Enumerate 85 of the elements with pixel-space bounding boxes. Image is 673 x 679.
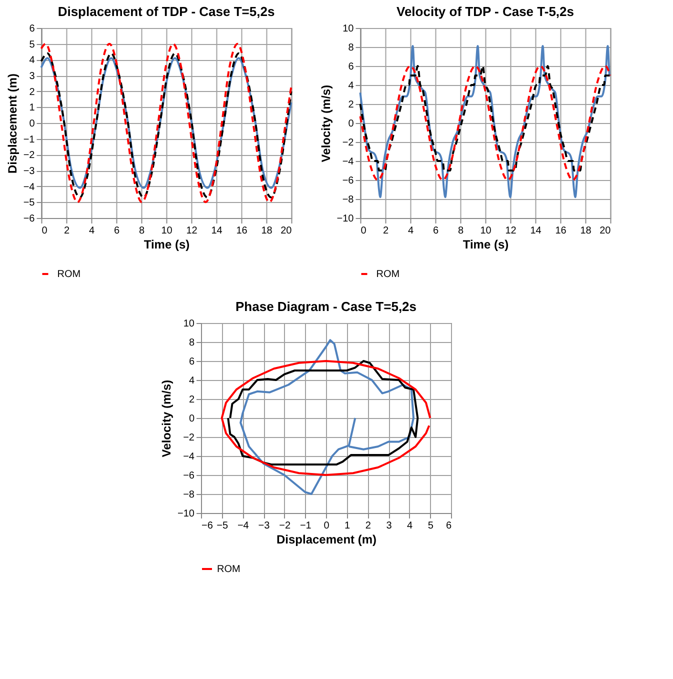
line-series: [359, 45, 612, 198]
x-tick-label: 10: [161, 226, 173, 236]
y-tick-label: 6: [188, 356, 195, 368]
x-tick-label: 4: [408, 226, 414, 236]
x-tick-label: 8: [458, 226, 464, 236]
x-tick-label: 0: [42, 226, 48, 236]
y-tick-label: −4: [183, 452, 195, 462]
y-tick-label: −8: [183, 490, 195, 500]
x-tick-label: 4: [407, 520, 414, 532]
y-tick-label: 2: [188, 394, 195, 406]
y-tick-label: −10: [336, 214, 354, 224]
y-tick-label: −3: [23, 166, 36, 177]
y-tick-label: 10: [183, 318, 195, 330]
legend-label: ROM: [217, 564, 240, 575]
y-tick-label: 0: [188, 414, 195, 424]
y-tick-label: 4: [29, 55, 36, 66]
x-tick-label: 20: [280, 226, 292, 236]
x-tick-label: 16: [236, 226, 248, 236]
x-tick-label: −4: [237, 520, 250, 532]
x-tick-label: 6: [114, 226, 120, 236]
y-tick-label: −10: [178, 508, 195, 520]
y-tick-label: 6: [348, 62, 354, 72]
x-axis-title: Time (s): [462, 238, 509, 252]
y-tick-label: −6: [342, 176, 354, 186]
y-tick-label: 10: [342, 24, 354, 34]
x-axis-title: Displacement (m): [276, 532, 377, 546]
y-tick-label: 2: [348, 100, 354, 110]
y-tick-label: 5: [29, 39, 36, 50]
x-axis-title: Time (s): [144, 238, 190, 252]
x-tick-label: −2: [279, 520, 291, 532]
y-tick-label: −2: [183, 432, 195, 444]
x-tick-label: 2: [382, 226, 389, 236]
chart-title: Phase Diagram - Case T=5,2s: [235, 299, 417, 314]
x-tick-label: 14: [211, 226, 223, 236]
y-tick-label: −6: [183, 470, 195, 482]
y-tick-label: −2: [23, 150, 36, 162]
x-tick-label: 0: [324, 520, 330, 532]
x-tick-label: 12: [505, 226, 517, 236]
x-tick-label: −6: [202, 520, 214, 532]
y-tick-label: 4: [348, 80, 354, 92]
x-tick-label: 12: [186, 226, 198, 236]
x-tick-label: 0: [360, 226, 367, 236]
x-tick-label: 18: [580, 226, 592, 236]
x-tick-label: −1: [300, 520, 312, 532]
y-tick-label: −2: [342, 138, 354, 148]
x-tick-label: 8: [138, 226, 145, 236]
x-tick-label: 16: [555, 226, 567, 236]
x-tick-label: 18: [261, 226, 273, 236]
y-tick-label: −1: [23, 134, 36, 146]
line-series: [240, 339, 414, 495]
x-tick-label: −5: [216, 520, 228, 532]
y-tick-label: 3: [29, 71, 36, 82]
y-tick-label: −4: [23, 182, 36, 193]
x-tick-label: 20: [600, 226, 612, 236]
line-series: [220, 360, 432, 476]
x-tick-label: −3: [258, 520, 270, 532]
x-tick-label: 6: [432, 226, 439, 236]
x-tick-label: 3: [386, 520, 392, 532]
y-axis-title: Velocity (m/s): [160, 380, 174, 458]
chart-title: Velocity of TDP - Case T-5,2s: [396, 4, 574, 19]
y-tick-label: 4: [188, 376, 195, 386]
x-tick-label: 4: [88, 226, 95, 236]
y-axis-title: Displacement (m): [5, 73, 20, 174]
line-series: [227, 360, 419, 466]
x-tick-label: 14: [530, 226, 542, 236]
x-tick-label: 6: [446, 520, 452, 532]
legend-label: ROM: [376, 269, 400, 280]
y-tick-label: 2: [29, 86, 36, 98]
y-tick-label: 0: [29, 118, 36, 130]
y-tick-label: −8: [342, 194, 354, 206]
y-tick-label: −4: [342, 156, 354, 168]
chart-title: Displacement of TDP - Case T=5,2s: [58, 4, 275, 19]
y-tick-label: 8: [188, 338, 195, 348]
y-axis-title: Velocity (m/s): [318, 84, 333, 162]
y-tick-label: −6: [23, 214, 36, 224]
legend-label: ROM: [57, 269, 81, 280]
x-tick-label: 2: [365, 520, 372, 532]
x-tick-label: 2: [64, 226, 70, 236]
y-tick-label: 8: [348, 42, 354, 54]
y-tick-label: 1: [29, 102, 36, 114]
y-tick-label: −5: [23, 198, 36, 209]
y-tick-label: 6: [29, 24, 36, 34]
x-tick-label: 10: [480, 226, 492, 236]
y-tick-label: 0: [348, 118, 354, 130]
x-tick-label: 5: [428, 520, 434, 532]
